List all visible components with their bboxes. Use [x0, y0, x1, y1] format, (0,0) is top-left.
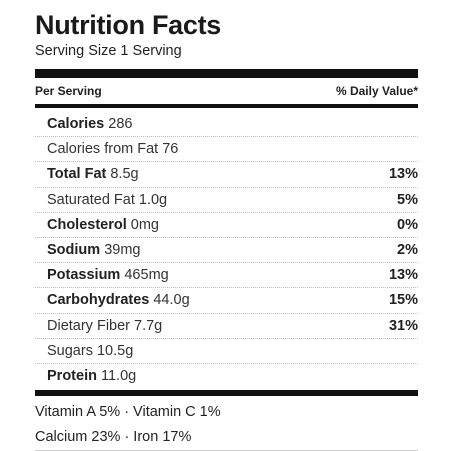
nutrient-name: Sodium: [47, 242, 101, 259]
per-serving-label: Per Serving: [35, 84, 102, 98]
nutrition-title: Nutrition Facts: [35, 10, 222, 40]
nutrient-amount: 286: [104, 116, 133, 133]
nutrient-row-cholesterol: Cholesterol 0mg 0%: [35, 213, 418, 238]
nutrient-row-sodium: Sodium 39mg 2%: [35, 238, 418, 264]
nutrient-row-protein: Protein 11.0g: [35, 364, 418, 389]
nutrient-amount: 8.5g: [106, 166, 139, 183]
nutrient-amount: Saturated Fat 1.0g: [47, 191, 168, 208]
nutrient-amount: Dietary Fiber 7.7g: [47, 317, 163, 334]
nutrient-name: Calories: [47, 116, 105, 133]
nutrient-percent: 31%: [388, 317, 418, 334]
nutrient-amount: Sugars 10.5g: [47, 342, 134, 359]
nutrient-row-calories: Calories 286: [35, 112, 418, 138]
nutrient-amount: 11.0g: [96, 368, 137, 385]
nutrient-percent: 2%: [397, 242, 418, 259]
nutrient-row-carbohydrates: Carbohydrates 44.0g 15%: [35, 288, 418, 314]
nutrient-percent: 13%: [388, 267, 418, 284]
nutrient-amount: 465mg: [120, 267, 169, 284]
nutrient-percent: 15%: [388, 292, 418, 309]
serving-size: Serving Size 1 Serving: [35, 43, 182, 59]
nutrient-percent: 0%: [397, 216, 418, 233]
nutrient-name: Total Fat: [47, 166, 107, 183]
nutrient-name: Potassium: [47, 267, 121, 284]
nutrient-amount: 39mg: [100, 242, 141, 259]
nutrient-amount: 44.0g: [149, 292, 190, 309]
nutrient-name: Protein: [47, 368, 97, 385]
label-header: Per Serving % Daily Value*: [35, 83, 418, 99]
nutrient-row-saturated-fat: Saturated Fat 1.0g 5%: [35, 188, 418, 213]
minerals-line: Calcium 23% · Iron 17%: [35, 429, 192, 446]
nutrient-name: Carbohydrates: [47, 292, 150, 309]
nutrient-row-calories-from-fat: Calories from Fat 76: [35, 137, 418, 163]
nutrient-rows: Calories 286 Calories from Fat 76 Total …: [35, 112, 418, 389]
nutrient-amount: Calories from Fat 76: [47, 141, 179, 158]
bottom-divider: [35, 390, 418, 397]
nutrient-percent: 13%: [388, 166, 418, 183]
medium-divider: [35, 104, 418, 108]
nutrition-label: Nutrition Facts Serving Size 1 Serving P…: [35, 10, 418, 451]
nutrient-row-dietary-fiber: Dietary Fiber 7.7g 31%: [35, 314, 418, 339]
daily-value-label: % Daily Value*: [335, 84, 418, 98]
nutrient-name: Cholesterol: [47, 216, 127, 233]
vitamins-line: Vitamin A 5% · Vitamin C 1%: [35, 404, 221, 421]
nutrient-row-sugars: Sugars 10.5g: [35, 339, 418, 364]
thick-divider: [35, 69, 418, 78]
nutrient-amount: 0mg: [126, 216, 160, 233]
nutrient-percent: 5%: [397, 191, 418, 208]
nutrient-row-potassium: Potassium 465mg 13%: [35, 263, 418, 289]
nutrient-row-total-fat: Total Fat 8.5g 13%: [35, 162, 418, 188]
